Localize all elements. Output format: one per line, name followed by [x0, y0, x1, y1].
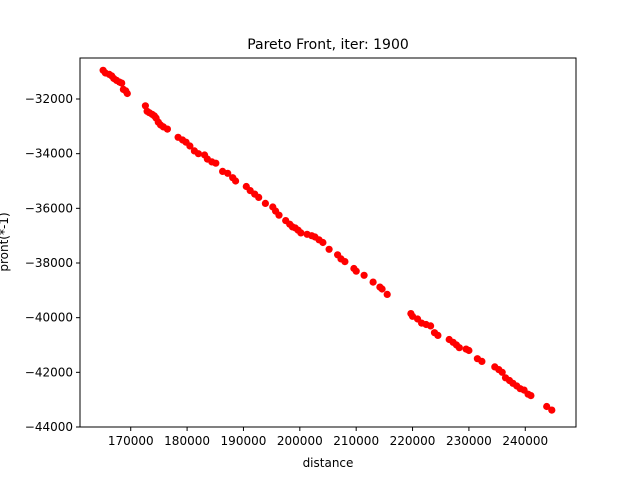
data-point	[378, 285, 386, 293]
data-point	[275, 211, 283, 219]
data-point	[383, 290, 391, 298]
data-point	[352, 267, 360, 275]
data-point	[194, 150, 202, 158]
x-tick-label: 180000	[164, 434, 210, 448]
y-tick-label: −34000	[25, 147, 73, 161]
data-point	[434, 331, 442, 339]
data-point	[297, 229, 305, 237]
x-tick-label: 170000	[108, 434, 154, 448]
data-point	[543, 402, 551, 411]
data-point	[527, 392, 535, 400]
x-tick-label: 230000	[446, 434, 492, 448]
data-point	[212, 159, 220, 167]
data-point	[455, 344, 463, 352]
data-point	[548, 406, 556, 414]
x-tick-label: 190000	[221, 434, 267, 448]
chart-title: Pareto Front, iter: 1900	[247, 37, 409, 53]
x-tick-label: 240000	[502, 434, 548, 448]
data-point	[232, 177, 240, 185]
y-axis-title: pront(*-1)	[0, 212, 11, 271]
data-point	[427, 322, 435, 330]
plot-frame	[79, 57, 577, 428]
y-tick-label: −32000	[25, 92, 73, 106]
data-point	[141, 102, 149, 110]
data-point	[369, 278, 377, 286]
x-axis-title: distance	[303, 456, 354, 470]
y-tick-label: −42000	[25, 365, 73, 379]
data-point	[224, 169, 232, 177]
data-point	[319, 238, 327, 247]
data-point	[325, 245, 333, 253]
x-tick-label: 220000	[390, 434, 436, 448]
data-point	[163, 125, 171, 133]
data-point	[498, 368, 506, 376]
y-tick-label: −38000	[25, 256, 73, 270]
data-point	[186, 142, 194, 150]
data-point	[118, 79, 126, 87]
x-tick-label: 210000	[333, 434, 379, 448]
y-tick-label: −36000	[25, 201, 73, 215]
data-point	[341, 258, 349, 266]
x-tick-label: 200000	[277, 434, 323, 448]
data-point	[465, 346, 473, 355]
data-point	[261, 199, 269, 207]
y-tick-label: −40000	[25, 311, 73, 325]
data-point	[255, 193, 263, 201]
data-point	[360, 271, 368, 279]
data-point	[123, 89, 131, 98]
y-tick-label: −44000	[25, 420, 73, 434]
data-point	[478, 357, 486, 365]
